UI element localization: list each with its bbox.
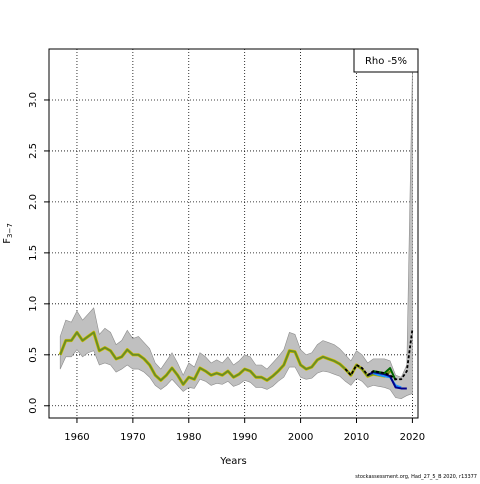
y-axis-title: F3−7 (2, 223, 14, 244)
axes: 1960 1970 1980 1990 2000 2010 2020 0.0 0.5 1.0 1.5… (28, 92, 425, 443)
x-tick-label: 1990 (232, 432, 257, 443)
y-tick-label: 2.0 (28, 194, 39, 210)
x-tick-label: 2020 (400, 432, 425, 443)
series-line (59, 331, 391, 386)
series-5 (344, 329, 414, 381)
x-tick-label: 2010 (344, 432, 369, 443)
y-tick-label: 0.0 (28, 398, 39, 414)
y-tick-label: 1.0 (28, 296, 39, 312)
legend: Rho -5% (353, 48, 419, 73)
series-1 (58, 330, 392, 386)
y-axis-title-subscript: 3−7 (6, 223, 14, 238)
series-line (344, 329, 414, 381)
x-tick-label: 2000 (288, 432, 313, 443)
series-line (367, 371, 407, 390)
confidence-band (59, 69, 413, 399)
footer-credit: stockassessment.org, Had_27_5_B 2020, r1… (355, 474, 477, 480)
x-tick-label: 1960 (64, 432, 89, 443)
x-tick-label: 1970 (120, 432, 145, 443)
y-tick-label: 2.5 (28, 143, 39, 159)
y-tick-label: 3.0 (28, 92, 39, 108)
confidence-band-layer (59, 69, 413, 399)
y-axis-title-main: F (2, 238, 13, 244)
x-tick-label: 1980 (176, 432, 201, 443)
legend-label: Rho -5% (365, 56, 407, 67)
y-tick-label: 1.5 (28, 245, 39, 261)
plot-frame (48, 48, 419, 419)
series-layer (58, 329, 414, 390)
legend-box (353, 48, 419, 73)
series-3 (367, 371, 407, 390)
series-line (372, 372, 402, 389)
x-axis-title: Years (219, 456, 246, 467)
series-2 (372, 372, 402, 389)
y-tick-label: 0.5 (28, 347, 39, 363)
